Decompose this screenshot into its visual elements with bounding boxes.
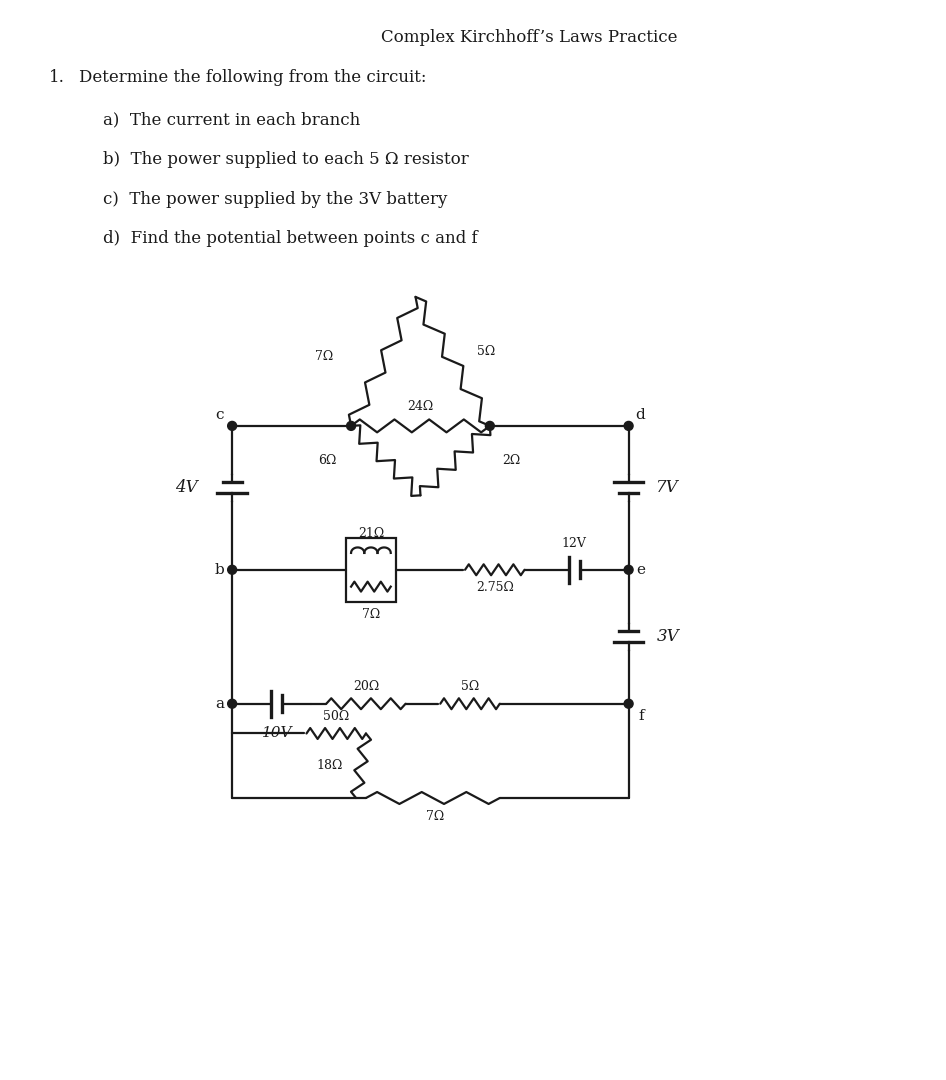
Text: 7Ω: 7Ω [361,608,380,621]
Circle shape [346,421,356,430]
Text: 50Ω: 50Ω [324,710,349,723]
Text: 5Ω: 5Ω [478,345,496,357]
Text: c)  The power supplied by the 3V battery: c) The power supplied by the 3V battery [103,191,447,207]
Text: 18Ω: 18Ω [317,759,343,772]
Text: 1.: 1. [49,69,64,85]
Text: Determine the following from the circuit:: Determine the following from the circuit… [79,69,426,85]
Text: 21Ω: 21Ω [358,527,384,540]
Circle shape [228,565,236,575]
Circle shape [228,699,236,708]
Text: 7Ω: 7Ω [315,350,333,363]
Text: d: d [636,408,645,422]
Text: d)  Find the potential between points c and f: d) Find the potential between points c a… [103,230,478,247]
Text: 24Ω: 24Ω [408,400,433,413]
Text: b: b [215,563,224,577]
Circle shape [624,421,633,430]
Text: e: e [637,563,645,577]
Circle shape [228,421,236,430]
Circle shape [485,421,495,430]
Text: b)  The power supplied to each 5 Ω resistor: b) The power supplied to each 5 Ω resist… [103,151,469,168]
Text: 12V: 12V [562,537,587,550]
Text: 10V: 10V [261,726,292,740]
Text: a)  The current in each branch: a) The current in each branch [103,111,360,129]
Text: 3V: 3V [657,629,679,645]
Text: 7V: 7V [657,480,679,497]
Circle shape [624,565,633,575]
Text: Complex Kirchhoff’s Laws Practice: Complex Kirchhoff’s Laws Practice [381,29,677,46]
Text: 6Ω: 6Ω [318,454,336,468]
Text: c: c [216,408,224,422]
Text: 5Ω: 5Ω [461,679,480,692]
Text: 2.75Ω: 2.75Ω [476,581,514,594]
Text: 2Ω: 2Ω [501,454,520,468]
Text: 7Ω: 7Ω [427,810,445,823]
Bar [346,538,395,602]
Text: a: a [215,697,224,711]
Text: f: f [639,708,644,723]
Text: 4V: 4V [175,480,198,497]
Circle shape [624,699,633,708]
Text: 20Ω: 20Ω [353,679,379,692]
